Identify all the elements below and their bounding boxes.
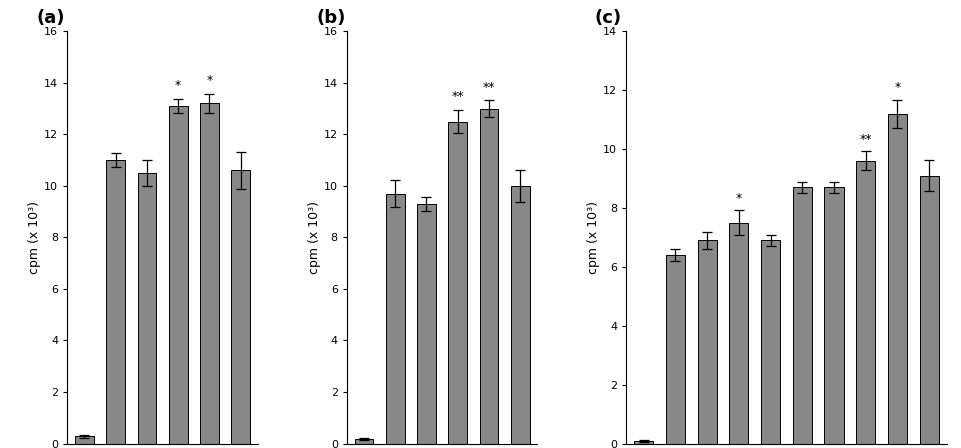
Bar (856, 161, 875, 444)
Bar (634, 441, 653, 444)
Bar (888, 114, 907, 444)
Bar (449, 121, 467, 444)
Text: *: * (736, 192, 742, 205)
Bar (169, 106, 187, 444)
Text: (c): (c) (594, 9, 622, 27)
Bar (729, 223, 749, 444)
Text: (a): (a) (37, 9, 65, 27)
Bar (920, 176, 939, 444)
Y-axis label: cpm (x 10³): cpm (x 10³) (28, 201, 41, 274)
Text: **: ** (859, 133, 872, 146)
Bar (511, 186, 530, 444)
Bar (793, 187, 812, 444)
Bar (355, 439, 374, 444)
Bar (200, 103, 219, 444)
Bar (232, 170, 250, 444)
Bar (386, 194, 405, 444)
Text: *: * (175, 79, 182, 92)
Text: *: * (895, 82, 900, 95)
Bar (137, 173, 157, 444)
Bar (761, 241, 780, 444)
Y-axis label: cpm (x 10³): cpm (x 10³) (308, 201, 321, 274)
Bar (107, 160, 125, 444)
Text: *: * (207, 74, 212, 87)
Text: (b): (b) (316, 9, 346, 27)
Bar (666, 255, 685, 444)
Bar (825, 187, 844, 444)
Bar (480, 108, 499, 444)
Bar (698, 241, 717, 444)
Text: **: ** (452, 90, 464, 103)
Bar (417, 204, 436, 444)
Y-axis label: cpm (x 10³): cpm (x 10³) (587, 201, 601, 274)
Bar (75, 436, 94, 444)
Text: **: ** (482, 81, 495, 94)
